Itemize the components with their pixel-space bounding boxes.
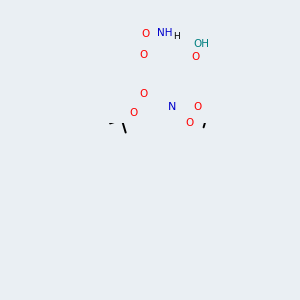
Text: O: O: [193, 102, 201, 112]
Text: O: O: [192, 52, 200, 62]
FancyBboxPatch shape: [196, 41, 206, 47]
Text: O: O: [185, 118, 194, 128]
Text: OH: OH: [193, 39, 209, 49]
FancyBboxPatch shape: [142, 31, 148, 37]
Text: O: O: [140, 88, 148, 99]
Text: NH: NH: [157, 28, 172, 38]
Text: O: O: [129, 108, 138, 118]
FancyBboxPatch shape: [194, 104, 200, 109]
FancyBboxPatch shape: [169, 103, 176, 109]
FancyBboxPatch shape: [186, 121, 193, 126]
Text: O: O: [141, 29, 149, 39]
FancyBboxPatch shape: [141, 91, 147, 96]
Text: O: O: [140, 50, 148, 60]
FancyBboxPatch shape: [193, 55, 199, 60]
Text: H: H: [174, 32, 180, 41]
Text: N: N: [168, 102, 177, 112]
FancyBboxPatch shape: [130, 110, 137, 116]
FancyBboxPatch shape: [160, 30, 169, 35]
FancyBboxPatch shape: [141, 52, 147, 57]
